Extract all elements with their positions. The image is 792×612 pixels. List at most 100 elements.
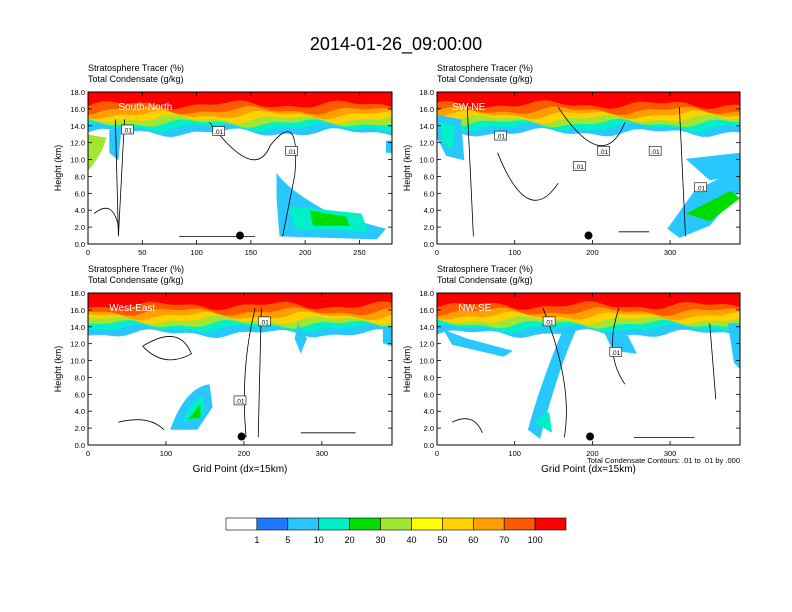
condensate-contour [257,308,262,438]
condensate-contour [497,152,559,201]
y-tick-label: 18.0 [419,88,434,97]
x-tick-label: 100 [508,449,521,458]
colorbar-label: 100 [528,535,543,545]
panel-2: Stratosphere Tracer (%)Total Condensate … [402,63,741,257]
contour-label: .01 [212,126,226,136]
colorbar-label: 70 [499,535,509,545]
contour-label: .01 [285,145,298,156]
panel-title: SW-NE [452,102,485,113]
panel-subtitle: Stratosphere Tracer (%) [437,264,533,274]
colorbar-swatch [256,517,289,531]
colorbar-swatch [503,517,536,531]
y-tick-label: 10.0 [70,357,85,366]
condensate-contour [679,107,686,237]
contour-label: .01 [573,161,586,171]
y-tick-label: 8.0 [75,172,85,181]
colorbar-label: 50 [437,535,447,545]
colorbar-swatch [380,517,412,531]
y-tick-label: 10.0 [419,357,434,366]
colorbar-swatch [472,517,505,531]
contour-label: .01 [258,316,271,326]
y-tick-label: 14.0 [70,122,85,131]
panel-title: NW-SE [458,303,491,314]
condensate-contour [118,419,165,431]
tracer-patch [188,404,201,420]
x-tick-label: 300 [664,449,677,458]
contour-label: .01 [694,182,707,192]
tracer-patch [685,152,740,181]
panel-field: .01 .01 [437,293,740,445]
x-tick-label: 200 [586,449,599,458]
svg-text:.01: .01 [214,129,223,136]
panel-field: .01 .01 [88,293,392,445]
y-tick-label: 4.0 [75,407,85,416]
tracer-patch [309,210,350,226]
tracer-band [88,293,392,311]
x-tick-label: 100 [190,248,203,257]
x-axis-label: Grid Point (dx=15km) [541,464,636,475]
location-marker [237,432,246,441]
y-tick-label: 6.0 [424,189,434,198]
colorbar-swatch [349,517,381,531]
tracer-patch [534,411,553,433]
tracer-patch [294,323,307,354]
panel-subtitle: Total Condensate (g/kg) [437,275,533,285]
panel-frame [87,292,393,446]
x-axis-label: Grid Point (dx=15km) [193,464,288,475]
y-tick-label: 18.0 [70,88,85,97]
panel-frame [436,91,741,245]
x-tick-label: 0 [435,449,439,458]
tracer-patch [109,130,122,161]
panel-4: Stratosphere Tracer (%)Total Condensate … [402,264,741,475]
x-tick-label: 200 [586,248,599,257]
colorbar: 1 5 10 20 30 40 50 60 70 100 [225,517,567,545]
y-axis-label: Height (km) [53,145,63,192]
tracer-patch [385,140,392,153]
colorbar-label: 30 [376,535,386,545]
y-tick-label: 6.0 [75,189,85,198]
condensate-contour [115,119,125,237]
svg-text:.01: .01 [599,149,608,156]
x-tick-label: 0 [86,449,90,458]
x-tick-label: 100 [160,449,173,458]
y-tick-label: 12.0 [70,340,85,349]
panels: Stratosphere Tracer (%)Total Condensate … [53,63,741,475]
svg-text:.01: .01 [260,319,269,326]
svg-text:.01: .01 [575,164,584,171]
contour-label: .01 [121,124,134,135]
contour-label: .01 [233,395,247,405]
tracer-patch [443,329,513,357]
y-tick-label: 18.0 [419,289,434,298]
panel-frame [87,91,393,245]
y-tick-label: 2.0 [424,223,434,232]
y-tick-label: 12.0 [419,139,434,148]
y-tick-label: 16.0 [70,306,85,315]
y-tick-label: 8.0 [75,373,85,382]
x-tick-label: 50 [138,248,146,257]
y-tick-label: 8.0 [424,172,434,181]
panel-1: Stratosphere Tracer (%)Total Condensate … [53,63,393,257]
tracer-patch [88,134,107,171]
tracer-band [437,92,740,109]
x-tick-label: 250 [353,248,366,257]
y-tick-label: 0.0 [424,441,434,450]
condensate-contour [709,323,717,400]
y-tick-label: 2.0 [424,424,434,433]
y-tick-label: 0.0 [75,240,85,249]
tracer-band [437,293,740,310]
panel-subtitle: Total Condensate (g/kg) [88,275,184,285]
y-tick-label: 16.0 [70,105,85,114]
y-tick-label: 16.0 [419,105,434,114]
colorbar-label: 10 [314,535,324,545]
y-axis-label: Height (km) [402,145,412,192]
y-tick-label: 12.0 [70,139,85,148]
tracer-band [88,92,392,110]
y-tick-label: 6.0 [75,390,85,399]
tracer-patch [727,323,740,369]
tracer-patch [440,122,456,150]
svg-text:.01: .01 [496,134,505,141]
x-tick-label: 0 [86,248,90,257]
panel-field: .01 .01 .01 [88,92,392,244]
y-axis-label: Height (km) [402,346,412,393]
